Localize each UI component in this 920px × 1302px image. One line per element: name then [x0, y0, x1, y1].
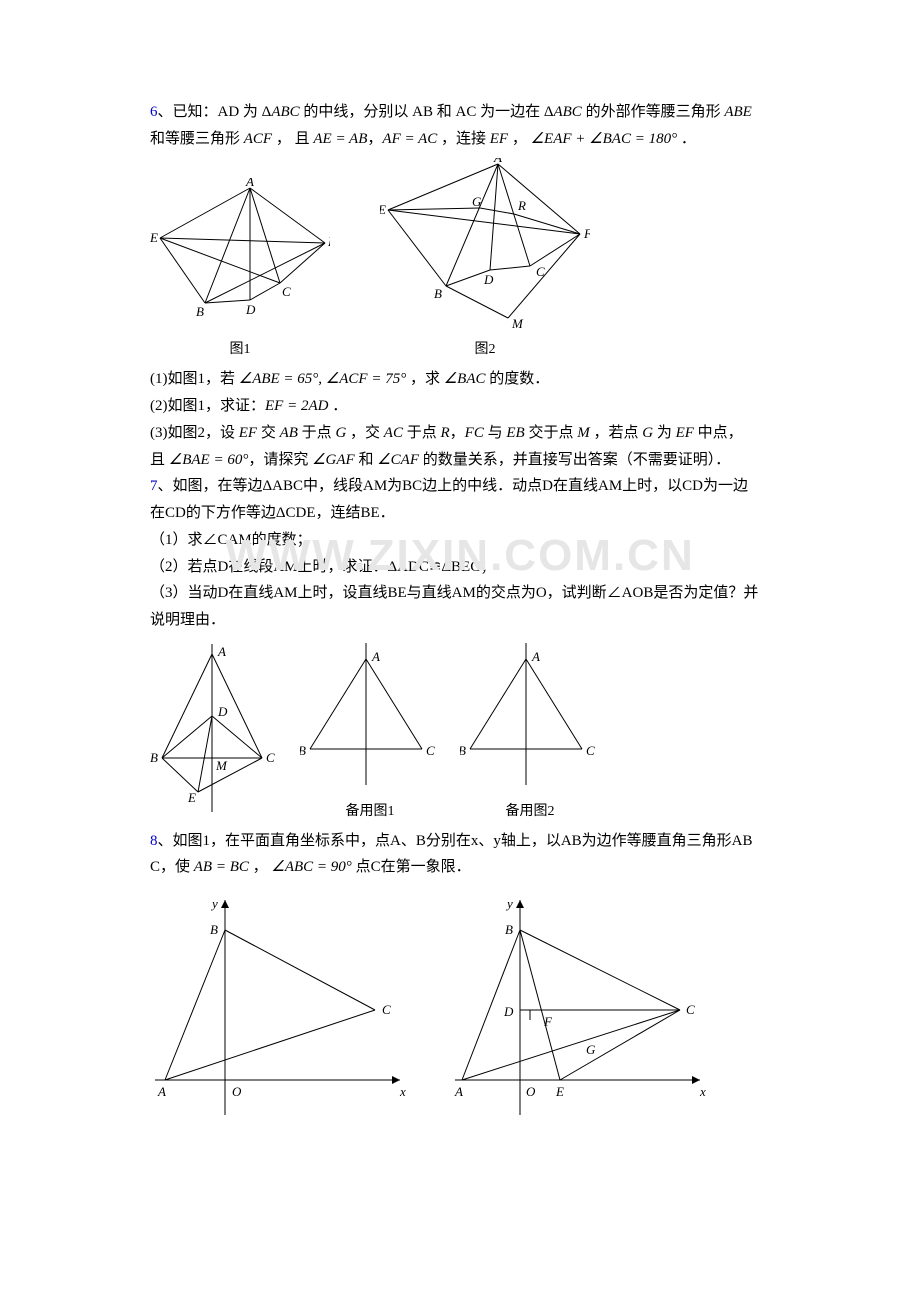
q7-figure-backup1: A B C	[300, 639, 440, 789]
q7-part2: （2）若点D在线段AM上时，求证：ΔADC≌ΔBEC；	[150, 555, 790, 580]
svg-text:A: A	[371, 649, 380, 664]
svg-text:M: M	[511, 316, 524, 328]
page: 6、已知：AD 为 ΔABC 的中线，分别以 AB 和 AC 为一边在 ΔABC…	[0, 0, 920, 1186]
svg-text:R: R	[517, 198, 526, 213]
svg-text:A: A	[493, 158, 502, 165]
svg-text:G: G	[586, 1042, 596, 1057]
svg-text:B: B	[460, 743, 466, 758]
svg-text:D: D	[503, 1004, 514, 1019]
svg-text:x: x	[699, 1084, 706, 1099]
svg-text:C: C	[426, 743, 435, 758]
q6-number: 6	[150, 104, 158, 120]
svg-text:B: B	[434, 286, 442, 301]
svg-text:E: E	[187, 790, 196, 805]
q7-figures: A D M B C E A B C 备用图1 A B C 备用图2	[150, 639, 790, 823]
svg-text:G: G	[472, 194, 482, 209]
svg-text:C: C	[382, 1002, 391, 1017]
q6-figure2: A E G R F C D B M	[380, 158, 590, 328]
svg-text:E: E	[150, 230, 158, 245]
svg-text:x: x	[399, 1084, 406, 1099]
svg-text:F: F	[327, 234, 330, 249]
svg-text:C: C	[686, 1002, 695, 1017]
svg-text:y: y	[210, 896, 218, 911]
q6-fig1-caption: 图1	[150, 338, 330, 361]
svg-text:D: D	[483, 272, 494, 287]
q6-part3: (3)如图2，设 EF 交 AB 于点 G ，交 AC 于点 R，FC 与 EB…	[150, 421, 790, 446]
svg-text:B: B	[210, 922, 218, 937]
q8-line1: 8、如图1，在平面直角坐标系中，点A、B分别在x、y轴上，以AB为边作等腰直角三…	[150, 829, 790, 854]
q8-number: 8	[150, 833, 158, 849]
q8-figure1: yB C A Ox	[150, 890, 410, 1120]
svg-text:D: D	[245, 302, 256, 317]
q8-figures: yBCAOx yBDFGCAOEx	[150, 890, 790, 1120]
svg-text:A: A	[531, 649, 540, 664]
q7-part1: （1）求∠CAM的度数；	[150, 528, 790, 553]
svg-text:C: C	[282, 284, 291, 299]
q7-line2: 在CD的下方作等边ΔCDE，连结BE．	[150, 501, 790, 526]
q6-part2: (2)如图1，求证：EF = 2AD ．	[150, 394, 790, 419]
q7-fig-b2-wrap: A B C 备用图2	[460, 639, 600, 823]
q7-figure-main: A D M B C E	[150, 644, 280, 814]
svg-text:B: B	[196, 304, 204, 319]
svg-text:F: F	[583, 226, 590, 241]
q6-part1: (1)如图1，若 ∠ABE = 65°, ∠ACF = 75° ，求 ∠BAC …	[150, 367, 790, 392]
svg-text:A: A	[157, 1084, 166, 1099]
q7-figure-backup2: A B C	[460, 639, 600, 789]
svg-text:B: B	[505, 922, 513, 937]
q8-figure2: yB D F G C A O Ex	[450, 890, 710, 1120]
q7-number: 7	[150, 478, 158, 494]
q7-fig-b1-wrap: A B C 备用图1	[300, 639, 440, 823]
q7-part3: （3）当动D在直线AM上时，设直线BE与直线AM的交点为O，试判断∠AOB是否为…	[150, 581, 790, 606]
svg-text:O: O	[526, 1084, 536, 1099]
svg-text:C: C	[266, 750, 275, 765]
q6-line2: 和等腰三角形 ACF ， 且 AE = AB，AF = AC ，连接 EF ， …	[150, 127, 790, 152]
q6-fig2-caption: 图2	[380, 338, 590, 361]
svg-text:C: C	[586, 743, 595, 758]
q7-fig-main-wrap: A D M B C E	[150, 644, 280, 823]
svg-text:B: B	[300, 743, 306, 758]
svg-text:A: A	[217, 644, 226, 659]
q6-line1: 6、已知：AD 为 ΔABC 的中线，分别以 AB 和 AC 为一边在 ΔABC…	[150, 100, 790, 125]
svg-text:y: y	[505, 896, 513, 911]
svg-text:O: O	[232, 1084, 242, 1099]
q6-fig1-wrap: A E B D C F 图1	[150, 178, 330, 362]
q6-fig2-wrap: A E G R F C D B M 图2	[380, 158, 590, 362]
svg-text:F: F	[543, 1014, 553, 1029]
svg-text:A: A	[454, 1084, 463, 1099]
svg-text:E: E	[555, 1084, 564, 1099]
svg-text:E: E	[380, 202, 386, 217]
q6-figures: A E B D C F 图1 A E G R F C D B M 图2	[150, 158, 790, 362]
svg-text:C: C	[536, 264, 545, 279]
svg-text:M: M	[215, 758, 228, 773]
q8-line2: C，使 AB = BC ， ∠ABC = 90° 点C在第一象限．	[150, 855, 790, 880]
q6-figure1: A E B D C F	[150, 178, 330, 328]
q6-part4: 且 ∠BAE = 60°，请探究 ∠GAF 和 ∠CAF 的数量关系，并直接写出…	[150, 448, 790, 473]
q7-b1-caption: 备用图1	[300, 800, 440, 823]
svg-text:B: B	[150, 750, 158, 765]
svg-text:A: A	[245, 178, 254, 189]
svg-text:D: D	[217, 704, 228, 719]
q7-b2-caption: 备用图2	[460, 800, 600, 823]
q7-part3b: 说明理由．	[150, 608, 790, 633]
q7-line1: 7、如图，在等边ΔABC中，线段AM为BC边上的中线．动点D在直线AM上时，以C…	[150, 474, 790, 499]
